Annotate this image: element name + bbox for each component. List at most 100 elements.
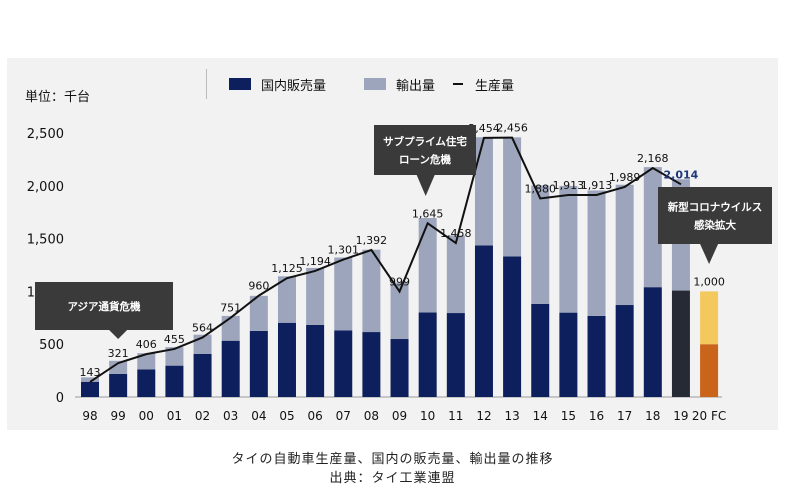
x-tick-label: 19 bbox=[673, 409, 688, 423]
bar-domestic bbox=[418, 312, 437, 397]
callout-text: ローン危機 bbox=[399, 153, 451, 166]
callout-text: サブプライム住宅 bbox=[383, 135, 467, 148]
bar-export bbox=[503, 137, 522, 257]
value-label: 2,014 bbox=[664, 168, 699, 181]
legend-swatch-production bbox=[453, 83, 464, 85]
callout-text: 感染拡大 bbox=[694, 219, 736, 232]
y-tick-label: 2,000 bbox=[27, 180, 64, 195]
x-tick-label: 14 bbox=[533, 409, 548, 423]
y-tick-label: 500 bbox=[39, 338, 64, 353]
x-tick-label: 99 bbox=[110, 409, 125, 423]
x-tick-label: 06 bbox=[307, 409, 322, 423]
caption-source: 出典：タイ工業連盟 bbox=[329, 471, 456, 486]
x-tick-label: 00 bbox=[139, 409, 154, 423]
bar-domestic bbox=[503, 256, 522, 397]
y-tick-label: 0 bbox=[56, 391, 64, 406]
value-label: 1,913 bbox=[553, 179, 585, 192]
callout-pointer bbox=[700, 244, 719, 264]
bar-domestic bbox=[306, 324, 325, 397]
legend-item-domestic: 国内販売量 bbox=[229, 75, 326, 94]
bar-export bbox=[306, 267, 325, 325]
value-label: 751 bbox=[220, 302, 241, 315]
bar-export bbox=[700, 291, 719, 345]
x-tick-label: 09 bbox=[392, 409, 407, 423]
value-label: 2,454 bbox=[468, 122, 500, 135]
x-tick-label: 12 bbox=[476, 409, 491, 423]
x-tick-label: 18 bbox=[645, 409, 660, 423]
bar-domestic bbox=[615, 305, 634, 397]
bar-export bbox=[334, 257, 353, 331]
bar-export bbox=[418, 218, 437, 313]
x-tick-label: 07 bbox=[336, 409, 351, 423]
bar-export bbox=[587, 190, 606, 316]
x-tick-label: 01 bbox=[167, 409, 182, 423]
x-tick-label: 11 bbox=[448, 409, 463, 423]
bar-export bbox=[643, 167, 662, 288]
bar-domestic bbox=[137, 369, 156, 397]
bar-domestic bbox=[700, 344, 719, 397]
value-label: 999 bbox=[389, 276, 410, 289]
bar-domestic bbox=[277, 322, 296, 397]
bar-export bbox=[137, 353, 156, 370]
callout-box bbox=[658, 187, 772, 244]
x-tick-label: 03 bbox=[223, 409, 238, 423]
x-tick-label: 13 bbox=[504, 409, 519, 423]
x-tick-label: 08 bbox=[364, 409, 379, 423]
x-tick-label: 04 bbox=[251, 409, 266, 423]
callout-box bbox=[374, 125, 476, 175]
value-label: 1,125 bbox=[271, 262, 303, 275]
callout-text: 新型コロナウイルス bbox=[668, 201, 763, 214]
bar-domestic bbox=[531, 303, 550, 397]
value-label: 1,301 bbox=[328, 244, 360, 257]
bar-domestic bbox=[643, 287, 662, 397]
value-label: 2,168 bbox=[637, 152, 669, 165]
value-label: 1,000 bbox=[693, 275, 725, 288]
callout-pointer bbox=[416, 175, 435, 196]
value-label: 960 bbox=[248, 280, 269, 293]
unit-label: 単位：千台 bbox=[25, 90, 91, 105]
bar-export bbox=[277, 276, 296, 323]
callout-text: アジア通貨危機 bbox=[67, 300, 141, 313]
bar-domestic bbox=[474, 245, 493, 397]
value-label: 564 bbox=[192, 321, 213, 334]
bar-export bbox=[531, 185, 550, 304]
bar-domestic bbox=[334, 330, 353, 397]
x-tick-label: 10 bbox=[420, 409, 435, 423]
value-label: 2,456 bbox=[496, 122, 528, 135]
y-tick-label: 2,500 bbox=[27, 127, 64, 142]
bar-domestic bbox=[81, 381, 99, 397]
legend: 国内販売量 輸出量 生産量 bbox=[206, 69, 514, 99]
callout-box bbox=[35, 282, 173, 330]
value-label: 1,913 bbox=[581, 179, 613, 192]
value-label: 1,458 bbox=[440, 227, 472, 240]
production-line bbox=[89, 136, 682, 383]
value-label: 1,989 bbox=[609, 171, 641, 184]
bar-export bbox=[446, 235, 465, 314]
callout-pointer bbox=[109, 330, 128, 339]
value-label: 406 bbox=[136, 338, 157, 351]
bar-domestic bbox=[587, 315, 606, 397]
bar-domestic bbox=[362, 332, 381, 397]
bar-export bbox=[81, 377, 99, 382]
value-label: 1,392 bbox=[356, 234, 388, 247]
legend-swatch-domestic bbox=[229, 78, 251, 90]
legend-label-domestic: 国内販売量 bbox=[261, 78, 327, 94]
bar-domestic bbox=[249, 330, 268, 397]
bar-export bbox=[559, 185, 578, 313]
bar-domestic bbox=[193, 353, 212, 397]
bar-domestic bbox=[109, 373, 128, 397]
legend-item-production: 生産量 bbox=[453, 75, 514, 94]
bar-domestic bbox=[221, 340, 240, 397]
bar-export bbox=[474, 137, 493, 246]
x-tick-label: 16 bbox=[589, 409, 604, 423]
bar-domestic bbox=[390, 339, 409, 397]
value-label: 455 bbox=[164, 333, 185, 346]
value-label: 1,880 bbox=[524, 182, 556, 195]
x-tick-label: 05 bbox=[279, 409, 294, 423]
bar-domestic bbox=[559, 312, 578, 397]
x-tick-label: 98 bbox=[82, 409, 97, 423]
x-tick-label: 15 bbox=[561, 409, 576, 423]
value-label: 143 bbox=[80, 366, 101, 379]
bar-export bbox=[221, 315, 240, 341]
